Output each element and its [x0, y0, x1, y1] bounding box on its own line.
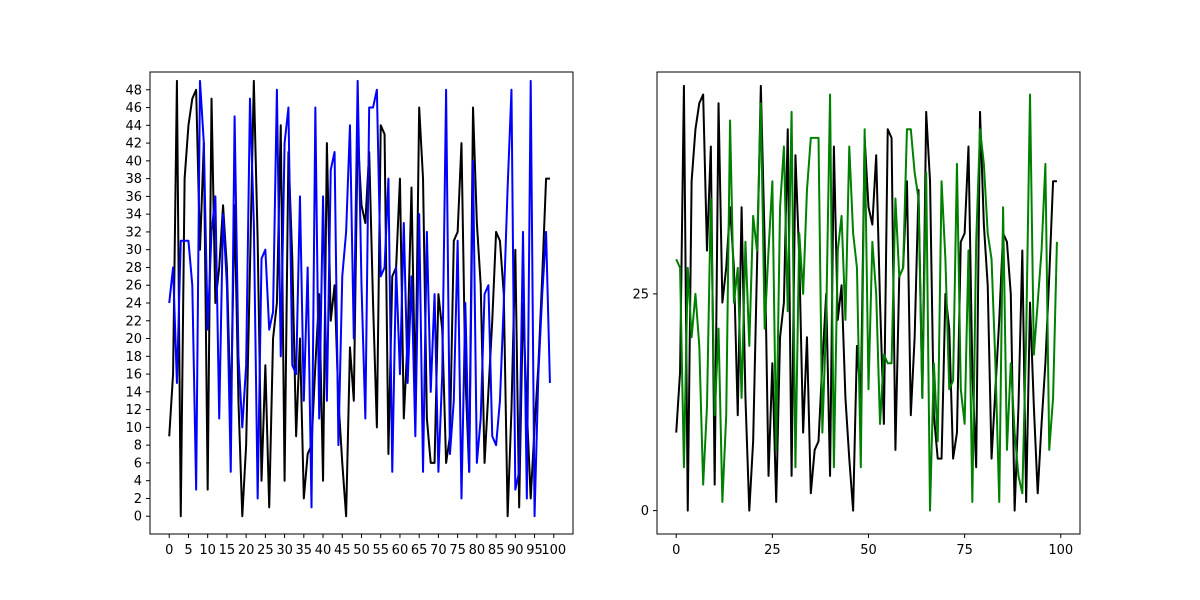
- right-series-line-1: [675, 93, 1058, 512]
- right-x-tick-label: 100: [1048, 543, 1073, 558]
- left-x-tick-label: 65: [411, 543, 428, 558]
- left-y-tick-label: 10: [125, 421, 142, 436]
- left-y-tick-label: 20: [125, 332, 142, 347]
- left-y-tick-label: 34: [125, 208, 142, 223]
- left-y-tick-label: 14: [125, 385, 142, 400]
- left-x-tick-label: 0: [165, 543, 173, 558]
- left-x-tick-label: 45: [334, 543, 351, 558]
- left-y-tick-label: 48: [125, 83, 142, 98]
- left-y-tick-label: 26: [125, 279, 142, 294]
- left-x-tick-label: 5: [184, 543, 192, 558]
- left-x-tick-label: 25: [257, 543, 274, 558]
- left-y-tick-label: 16: [125, 368, 142, 383]
- left-x-tick-label: 30: [276, 543, 293, 558]
- left-x-tick-label: 40: [315, 543, 332, 558]
- right-x-tick-label: 0: [672, 543, 680, 558]
- left-y-tick-label: 18: [125, 350, 142, 365]
- left-x-tick-label: 15: [219, 543, 236, 558]
- left-y-tick-label: 8: [134, 439, 142, 454]
- right-x-tick-label: 75: [956, 543, 973, 558]
- left-x-tick-label: 50: [353, 543, 370, 558]
- left-x-tick-label: 70: [430, 543, 447, 558]
- left-x-tick-label: 75: [449, 543, 466, 558]
- left-y-tick-label: 40: [125, 154, 142, 169]
- left-x-tick-label: 10: [199, 543, 216, 558]
- left-series-line-1: [168, 79, 551, 518]
- left-y-tick-label: 36: [125, 190, 142, 205]
- left-x-tick-label: 55: [372, 543, 389, 558]
- left-y-tick-label: 12: [125, 403, 142, 418]
- left-x-tick-label: 95: [526, 543, 543, 558]
- right-y-tick-label: 0: [641, 504, 649, 519]
- left-y-tick-label: 46: [125, 101, 142, 116]
- left-x-tick-label: 60: [392, 543, 409, 558]
- right-plot: 0 25 50 75 100 0 25: [632, 71, 1081, 558]
- left-y-tick-label: 28: [125, 261, 142, 276]
- left-x-tick-label: 85: [488, 543, 505, 558]
- left-plot: 0 5 10 15 20 25 30 35 40 45 50 55 60 65 70 75 80 85 90 9510…: [125, 71, 574, 558]
- left-y-tick-label: 22: [125, 314, 142, 329]
- left-y-tick-label: 30: [125, 243, 142, 258]
- left-x-tick-label: 80: [469, 543, 486, 558]
- left-y-tick-label: 2: [134, 492, 142, 507]
- left-x-tick-label: 90: [507, 543, 524, 558]
- left-y-tick-label: 0: [134, 510, 142, 525]
- left-y-tick-label: 4: [134, 474, 142, 489]
- right-x-tick-label: 50: [860, 543, 877, 558]
- left-y-tick-label: 42: [125, 137, 142, 152]
- left-y-tick-label: 32: [125, 225, 142, 240]
- left-y-tick-label: 6: [134, 456, 142, 471]
- left-x-tick-label: 20: [238, 543, 255, 558]
- left-y-tick-label: 38: [125, 172, 142, 187]
- right-y-tick-label: 25: [632, 287, 649, 302]
- left-x-tick-label: 35: [296, 543, 313, 558]
- left-y-tick-label: 24: [125, 297, 142, 312]
- left-y-tick-label: 44: [125, 119, 142, 134]
- right-x-tick-label: 25: [764, 543, 781, 558]
- left-x-tick-label: 100: [541, 543, 566, 558]
